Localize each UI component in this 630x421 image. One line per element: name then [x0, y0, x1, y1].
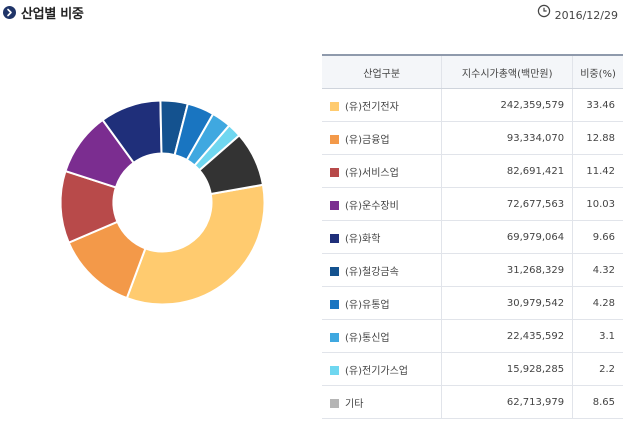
- legend-swatch: [330, 332, 339, 342]
- weight-cell: 3.1: [572, 319, 623, 353]
- industry-label: (유)전기전자: [345, 101, 399, 113]
- table-row: (유)운수장비 72,677,563 10.03: [322, 187, 623, 221]
- legend-swatch: [330, 233, 339, 243]
- chevron-right-icon: [3, 6, 16, 19]
- weight-cell: 9.66: [572, 220, 623, 254]
- industry-label: (유)전기가스업: [345, 365, 409, 377]
- clock-icon: [537, 4, 550, 18]
- date-text: 2016/12/29: [554, 9, 618, 22]
- donut-slice: [197, 133, 265, 196]
- table-row: (유)전기전자 242,359,579 33.46: [322, 88, 623, 122]
- weight-cell: 4.32: [572, 253, 623, 287]
- industry-cell: 기타: [322, 385, 443, 419]
- industry-cell: (유)전기전자: [322, 88, 443, 122]
- weight-cell: 11.42: [572, 154, 623, 188]
- legend-swatch: [330, 365, 339, 375]
- legend-swatch: [330, 398, 339, 408]
- table-row: (유)금융업 93,334,070 12.88: [322, 121, 623, 155]
- industry-cell: (유)통신업: [322, 319, 443, 353]
- market-cap-cell: 82,691,421: [441, 154, 574, 188]
- industry-cell: (유)서비스업: [322, 154, 443, 188]
- industry-cell: (유)유통업: [322, 286, 443, 320]
- donut-chart: [59, 99, 266, 306]
- weight-cell: 2.2: [572, 352, 623, 386]
- legend-swatch: [330, 266, 339, 276]
- industry-cell: (유)운수장비: [322, 187, 443, 221]
- legend-swatch: [330, 167, 339, 177]
- industry-cell: (유)전기가스업: [322, 352, 443, 386]
- market-cap-cell: 93,334,070: [441, 121, 574, 155]
- table-row: (유)통신업 22,435,592 3.1: [322, 319, 623, 353]
- weight-cell: 33.46: [572, 88, 623, 122]
- market-cap-cell: 15,928,285: [441, 352, 574, 386]
- header-weight: 비중(%): [572, 54, 623, 89]
- market-cap-cell: 31,268,329: [441, 253, 574, 287]
- industry-label: 기타: [345, 398, 364, 410]
- market-cap-cell: 22,435,592: [441, 319, 574, 353]
- industry-label: (유)유통업: [345, 299, 390, 311]
- table-row: 기타 62,713,979 8.65: [322, 385, 623, 419]
- legend-swatch: [330, 299, 339, 309]
- table-row: (유)서비스업 82,691,421 11.42: [322, 154, 623, 188]
- table-row: (유)유통업 30,979,542 4.28: [322, 286, 623, 320]
- legend-swatch: [330, 200, 339, 210]
- market-cap-cell: 72,677,563: [441, 187, 574, 221]
- industry-cell: (유)화학: [322, 220, 443, 254]
- industry-cell: (유)금융업: [322, 121, 443, 155]
- weight-cell: 4.28: [572, 286, 623, 320]
- table-header-row: 산업구분 지수시가총액(백만원) 비중(%): [322, 54, 623, 89]
- table-row: (유)철강금속 31,268,329 4.32: [322, 253, 623, 287]
- weight-cell: 12.88: [572, 121, 623, 155]
- weight-cell: 8.65: [572, 385, 623, 419]
- legend-swatch: [330, 134, 339, 144]
- table-row: (유)화학 69,979,064 9.66: [322, 220, 623, 254]
- section-header: 산업별 비중 2016/12/29: [0, 0, 630, 28]
- header-industry: 산업구분: [322, 54, 443, 89]
- industry-label: (유)화학: [345, 233, 381, 245]
- industry-label: (유)철강금속: [345, 266, 399, 278]
- donut-slice: [125, 183, 266, 306]
- market-cap-cell: 30,979,542: [441, 286, 574, 320]
- market-cap-cell: 242,359,579: [441, 88, 574, 122]
- section-title: 산업별 비중: [21, 7, 84, 22]
- industry-label: (유)운수장비: [345, 200, 399, 212]
- legend-swatch: [330, 101, 339, 111]
- market-cap-cell: 62,713,979: [441, 385, 574, 419]
- industry-table: 산업구분 지수시가총액(백만원) 비중(%) (유)전기전자 242,359,57…: [322, 54, 623, 419]
- date-display: 2016/12/29: [537, 4, 618, 22]
- industry-cell: (유)철강금속: [322, 253, 443, 287]
- market-cap-cell: 69,979,064: [441, 220, 574, 254]
- table-row: (유)전기가스업 15,928,285 2.2: [322, 352, 623, 386]
- weight-cell: 10.03: [572, 187, 623, 221]
- industry-label: (유)금융업: [345, 134, 390, 146]
- header-market-cap: 지수시가총액(백만원): [441, 54, 574, 89]
- industry-label: (유)통신업: [345, 332, 390, 344]
- industry-label: (유)서비스업: [345, 167, 399, 179]
